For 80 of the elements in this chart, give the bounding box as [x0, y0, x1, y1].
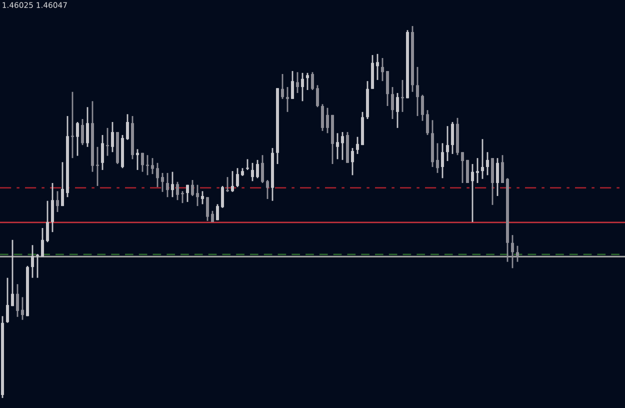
candlestick: [301, 72, 304, 102]
candlestick: [326, 107, 329, 134]
candlestick: [476, 157, 479, 184]
candlestick: [81, 118, 84, 146]
candlestick: [381, 57, 384, 82]
candlestick: [6, 277, 9, 324]
candlestick: [356, 136, 359, 155]
candlestick: [46, 200, 49, 243]
candlestick: [296, 71, 299, 94]
candlestick: [416, 66, 419, 117]
candlestick: [336, 132, 339, 160]
candlestick: [471, 163, 474, 223]
candlestick: [261, 154, 264, 184]
candlestick: [106, 127, 109, 157]
candlestick: [451, 121, 454, 155]
candlestick: [426, 109, 429, 136]
candlestick: [141, 152, 144, 173]
candlestick: [441, 142, 444, 179]
candlestick: [351, 147, 354, 176]
candlestick: [251, 162, 254, 182]
candlestick: [286, 86, 289, 113]
candlestick: [186, 184, 189, 203]
candlestick: [216, 203, 219, 221]
candlestick: [501, 154, 504, 184]
candlestick: [71, 91, 74, 159]
candlestick: [311, 71, 314, 91]
candlestick: [221, 185, 224, 209]
candlestick: [266, 179, 269, 200]
candlestick: [486, 151, 489, 176]
candlestick: [111, 121, 114, 153]
candlestick: [96, 146, 99, 187]
candlestick: [176, 181, 179, 201]
candlestick: [226, 176, 229, 193]
candlestick: [481, 138, 484, 180]
candlestick: [61, 161, 64, 207]
candlestick: [31, 244, 34, 279]
candlestick: [171, 171, 174, 198]
candlestick: [16, 283, 19, 318]
candlestick: [511, 234, 514, 269]
candlestick: [156, 162, 159, 188]
candlestick: [146, 154, 149, 176]
candlestick: [291, 70, 294, 100]
candlestick: [76, 121, 79, 157]
candlestick: [376, 53, 379, 81]
candlestick: [56, 190, 59, 213]
candlestick: [386, 70, 389, 107]
candlestick: [401, 79, 404, 113]
candlestick: [316, 84, 319, 108]
candlestick: [461, 151, 464, 184]
candlestick: [396, 92, 399, 129]
candlestick: [206, 196, 209, 222]
candlestick: [151, 157, 154, 175]
candlestick: [126, 113, 129, 141]
candlestick: [11, 239, 14, 307]
candlestick: [421, 94, 424, 122]
candlestick: [236, 167, 239, 188]
candlestick: [391, 86, 394, 120]
candlestick: [341, 131, 344, 161]
candlestick: [281, 73, 284, 100]
candlestick: [321, 103, 324, 132]
candlestick: [36, 253, 39, 279]
candlestick: [246, 158, 249, 171]
candlestick: [196, 184, 199, 207]
candlestick: [516, 245, 519, 263]
candlestick: [41, 227, 44, 258]
candlestick: [496, 157, 499, 197]
candlestick: [436, 142, 439, 174]
candlestick: [191, 179, 194, 197]
candlestick: [446, 125, 449, 162]
candlestick: [181, 190, 184, 204]
candlestick: [21, 296, 24, 321]
candlestick: [101, 134, 104, 171]
candlestick: [86, 106, 89, 148]
candlestick: [306, 72, 309, 91]
candlestick: [161, 172, 164, 193]
candlestick: [231, 170, 234, 193]
candlestick: [51, 182, 54, 233]
candlestick: [201, 190, 204, 205]
candlestick: [256, 159, 259, 179]
candlestick: [166, 172, 169, 198]
